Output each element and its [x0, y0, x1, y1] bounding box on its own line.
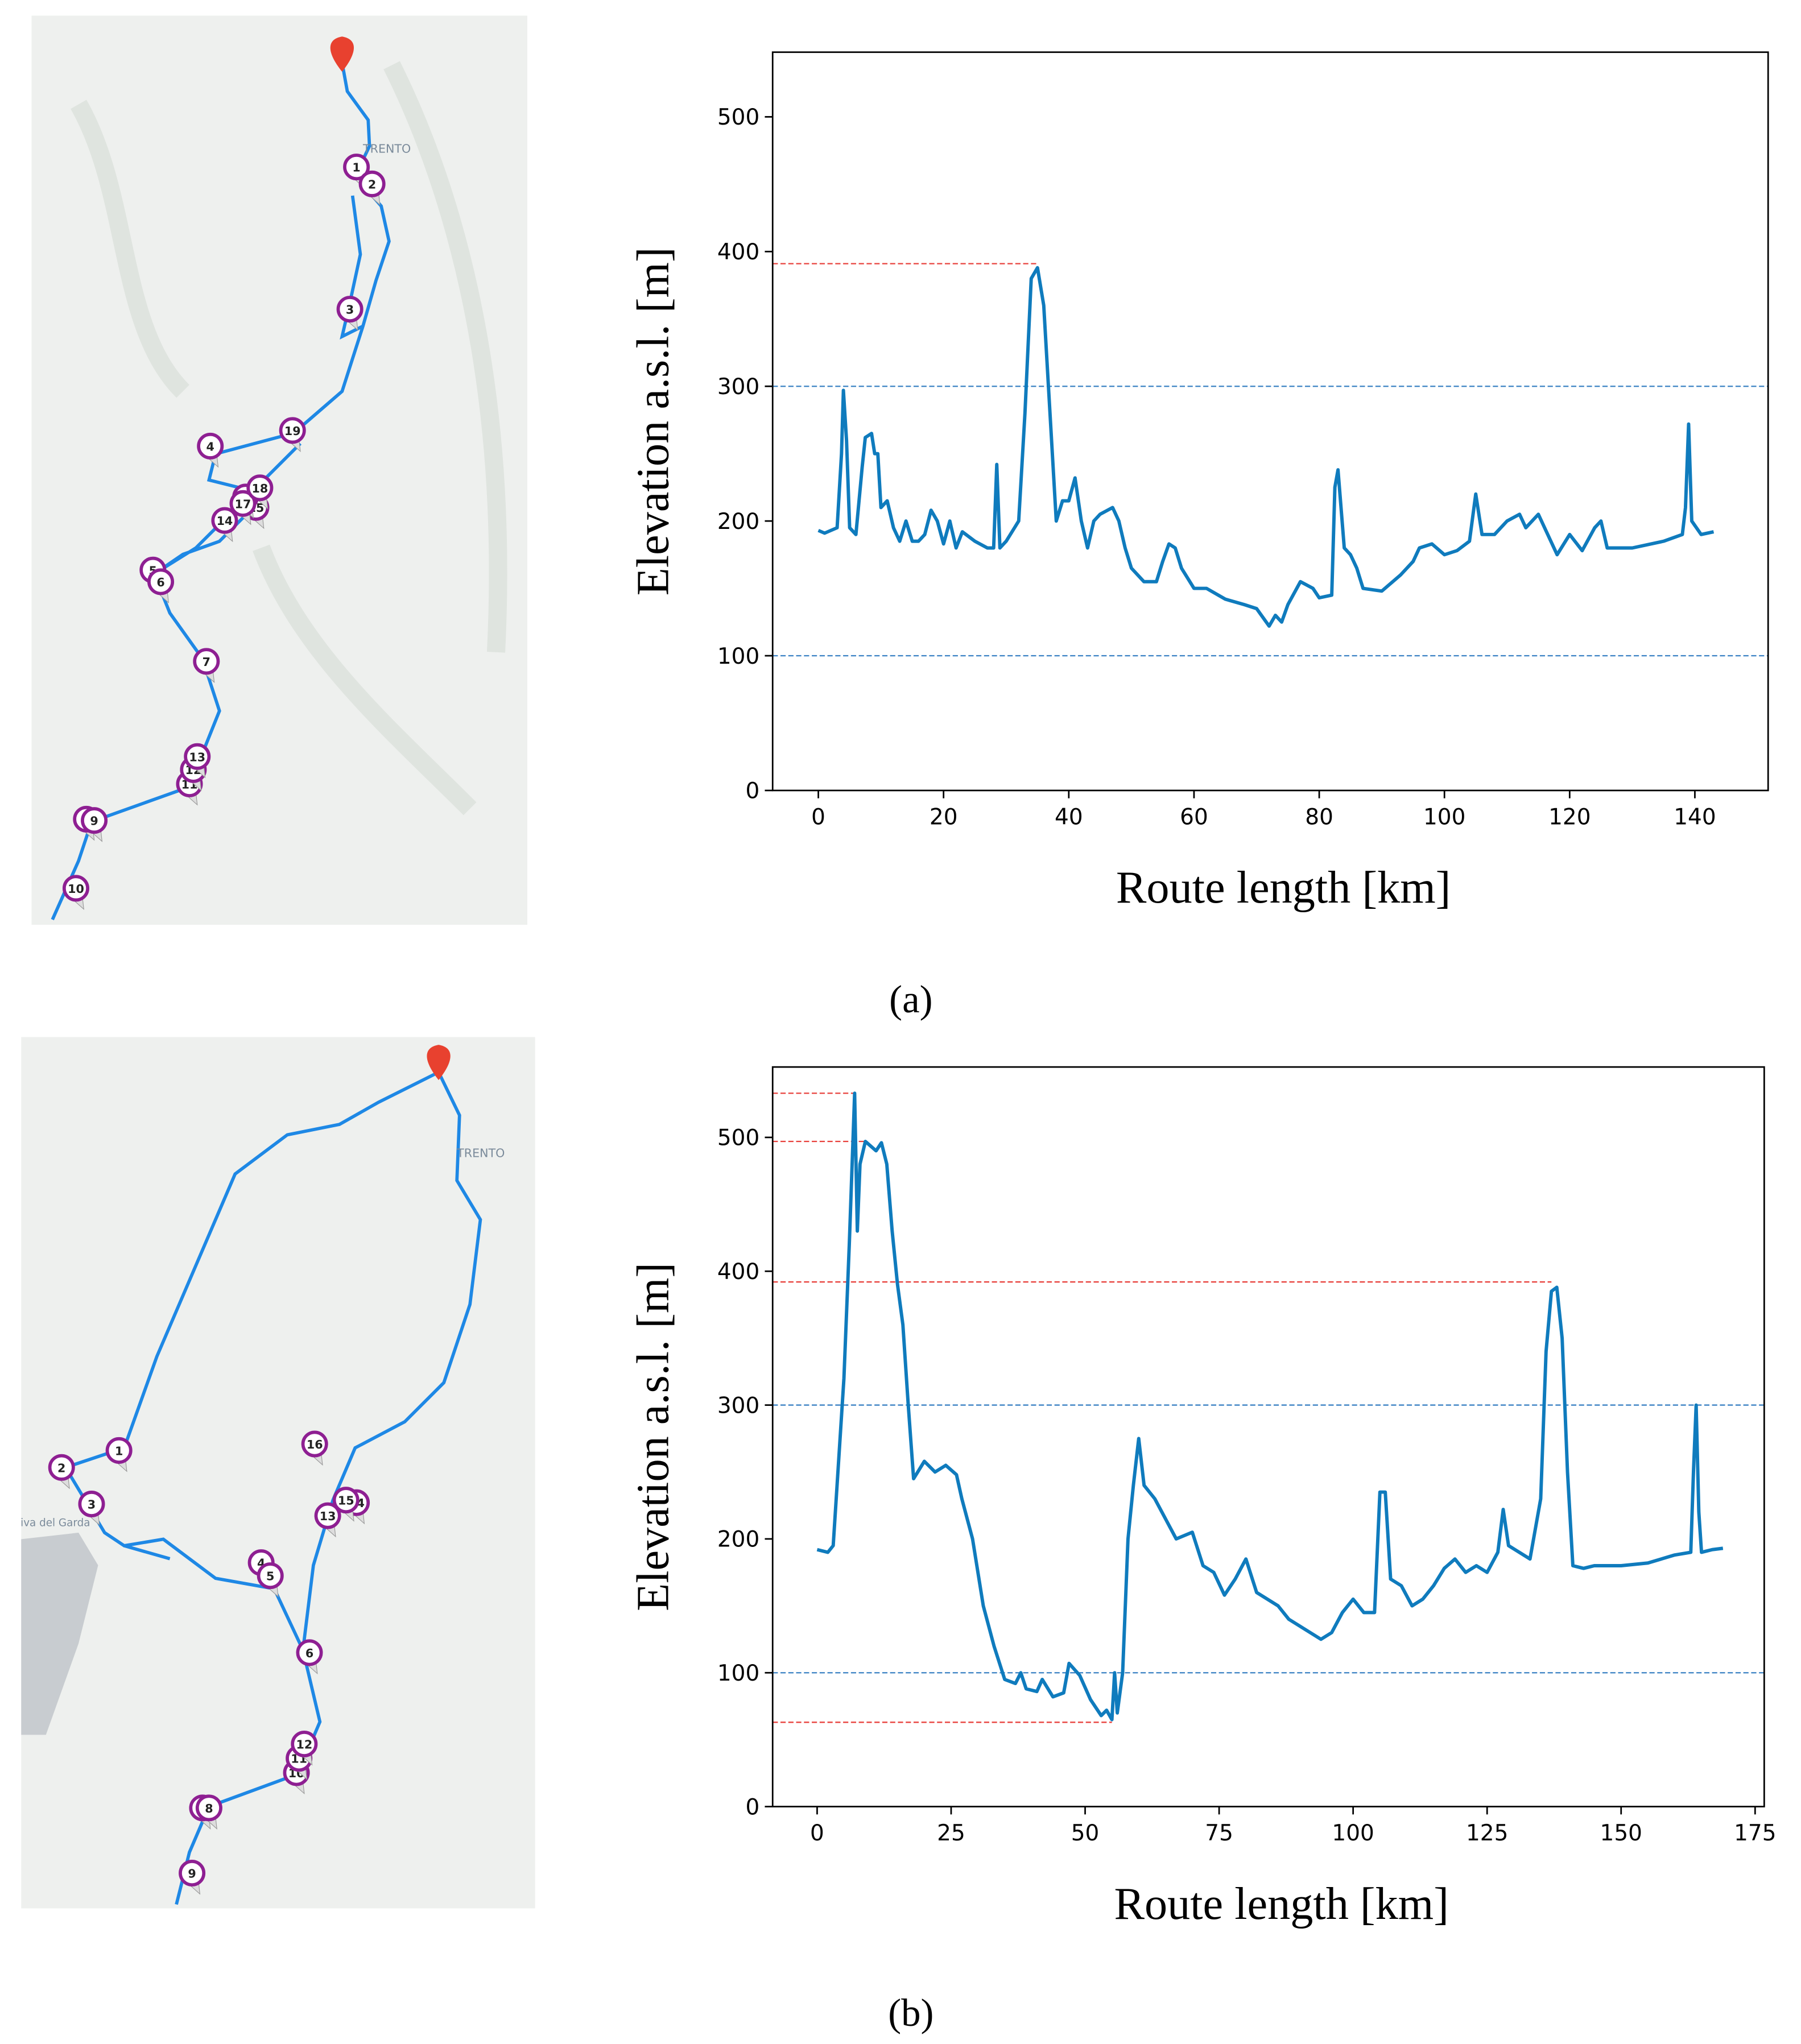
- x-tick-label: 0: [810, 1820, 824, 1846]
- start-pin: [330, 36, 354, 72]
- y-axis-label: Elevation a.s.l. [m]: [628, 247, 679, 595]
- marker: [48, 1454, 75, 1481]
- marker-label: 9: [188, 1867, 196, 1881]
- map-a: TRENTO 12345678910111213141516171819: [31, 15, 528, 925]
- map-b: TRENTO Riva del Garda 123456789101112131…: [13, 1037, 535, 1909]
- marker: [332, 1487, 360, 1514]
- y-tick-label: 0: [745, 779, 759, 804]
- x-tick-label: 50: [1071, 1820, 1100, 1846]
- x-tick-label: 125: [1466, 1820, 1508, 1846]
- axes-frame: [771, 1066, 1765, 1807]
- marker: [343, 154, 370, 181]
- marker: [296, 1639, 323, 1666]
- axes-frame: [771, 51, 1769, 792]
- x-tick-label: 120: [1548, 805, 1591, 830]
- marker: [147, 568, 175, 595]
- marker-label: 17: [235, 497, 251, 511]
- marker: [184, 743, 211, 770]
- marker-label: 5: [266, 1570, 274, 1583]
- marker: [62, 875, 89, 902]
- y-tick-label: 100: [717, 1661, 759, 1686]
- y-tick-label: 100: [717, 644, 759, 669]
- marker: [301, 1430, 328, 1458]
- y-tick-label: 200: [717, 509, 759, 535]
- marker: [105, 1437, 133, 1464]
- x-tick-label: 140: [1674, 805, 1716, 830]
- marker-label: 14: [217, 514, 233, 528]
- marker-label: 13: [189, 750, 205, 764]
- marker-label: 15: [338, 1494, 354, 1508]
- marker-label: 2: [57, 1461, 65, 1475]
- x-tick-label: 100: [1423, 805, 1465, 830]
- start-pin: [427, 1045, 451, 1081]
- y-tick-label: 400: [717, 239, 759, 265]
- marker-label: 19: [284, 424, 301, 438]
- marker-label: 3: [346, 303, 354, 317]
- marker: [179, 1860, 206, 1887]
- marker-label: 18: [252, 482, 269, 495]
- marker: [358, 170, 386, 197]
- marker-label: 12: [296, 1738, 312, 1752]
- marker: [78, 1490, 105, 1517]
- marker-label: 6: [305, 1646, 313, 1660]
- marker: [257, 1562, 284, 1590]
- marker-label: 8: [205, 1802, 213, 1815]
- marker: [197, 432, 224, 460]
- marker-label: 13: [320, 1509, 336, 1523]
- marker: [314, 1502, 341, 1529]
- x-tick-label: 20: [930, 805, 958, 830]
- marker-label: 4: [206, 440, 214, 453]
- marker: [81, 807, 108, 834]
- marker: [246, 474, 274, 502]
- marker: [291, 1730, 318, 1757]
- marker-label: 6: [156, 576, 164, 589]
- x-tick-label: 175: [1734, 1820, 1776, 1846]
- x-axis-label: Route length [km]: [1114, 1879, 1449, 1929]
- marker: [279, 417, 306, 444]
- y-tick-label: 500: [717, 1126, 759, 1151]
- elevation-line: [817, 266, 1715, 628]
- marker: [336, 296, 363, 323]
- x-axis-label: Route length [km]: [1116, 862, 1451, 913]
- y-axis-label: Elevation a.s.l. [m]: [628, 1263, 679, 1611]
- x-tick-label: 150: [1600, 1820, 1642, 1846]
- marker: [195, 1794, 222, 1822]
- marker-label: 10: [68, 882, 84, 896]
- marker-label: 16: [307, 1438, 323, 1451]
- marker-label: 2: [368, 177, 376, 191]
- caption: (b): [888, 1991, 933, 2034]
- y-tick-label: 200: [717, 1527, 759, 1553]
- x-tick-label: 80: [1305, 805, 1333, 830]
- marker: [193, 648, 220, 675]
- place-label: TRENTO: [456, 1146, 505, 1160]
- x-tick-label: 0: [811, 805, 825, 830]
- marker-label: 1: [352, 161, 360, 175]
- marker: [229, 490, 257, 517]
- y-tick-label: 300: [717, 374, 759, 400]
- x-tick-label: 60: [1180, 805, 1208, 830]
- y-tick-label: 500: [717, 105, 759, 130]
- marker-label: 3: [88, 1497, 96, 1511]
- y-tick-label: 400: [717, 1259, 759, 1285]
- x-tick-label: 40: [1055, 805, 1083, 830]
- x-tick-label: 25: [937, 1820, 965, 1846]
- y-tick-label: 300: [717, 1393, 759, 1418]
- marker-label: 1: [115, 1444, 123, 1458]
- caption: (a): [889, 978, 932, 1021]
- marker: [211, 507, 238, 534]
- place-label: Riva del Garda: [13, 1517, 90, 1529]
- x-tick-label: 75: [1205, 1820, 1233, 1846]
- x-tick-label: 100: [1332, 1820, 1374, 1846]
- marker-label: 9: [90, 814, 98, 828]
- place-label: TRENTO: [362, 142, 411, 155]
- elevation-line: [816, 1091, 1724, 1722]
- marker-label: 7: [203, 655, 210, 669]
- y-tick-label: 0: [745, 1794, 759, 1820]
